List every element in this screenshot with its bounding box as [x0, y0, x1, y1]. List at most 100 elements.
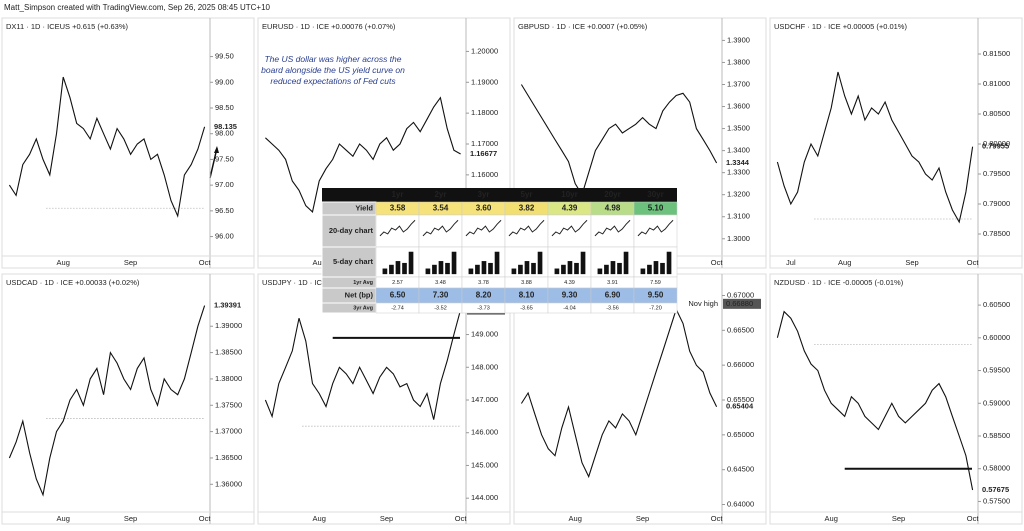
- y-tick-label: 0.65000: [727, 430, 754, 439]
- cell: 4.98: [605, 204, 621, 213]
- y-tick-label: 0.58000: [983, 464, 1010, 473]
- row-label: Yield: [355, 203, 373, 212]
- x-tick-label: Oct: [199, 514, 212, 523]
- y-tick-label: 1.3300: [727, 168, 750, 177]
- panel-title: GBPUSD · 1D · ICE +0.0007 (+0.05%): [518, 22, 648, 31]
- table-header-bg: [322, 188, 677, 202]
- price-label-box: [723, 298, 761, 309]
- x-tick-label: Sep: [380, 514, 393, 523]
- cell: 9.50: [648, 291, 664, 300]
- x-tick-label: Jul: [786, 258, 796, 267]
- y-tick-label: 1.3700: [727, 79, 750, 88]
- price-line: [264, 309, 462, 420]
- y-tick-label: 0.81000: [983, 79, 1010, 88]
- y-tick-label: 144.000: [471, 493, 498, 502]
- price-label: 1.16677: [470, 149, 497, 158]
- cell: 7.59: [650, 280, 661, 286]
- y-tick-label: 0.80000: [983, 139, 1010, 148]
- cell: 7.30: [433, 291, 449, 300]
- y-tick-label: 97.00: [215, 180, 234, 189]
- y-tick-label: 96.00: [215, 232, 234, 241]
- x-tick-label: Sep: [124, 514, 137, 523]
- cell: -3.56: [606, 305, 619, 311]
- price-label: 98.135: [214, 122, 237, 131]
- y-tick-label: 1.16000: [471, 170, 498, 179]
- y-tick-label: 0.79000: [983, 199, 1010, 208]
- panel-title: USDJPY · 1D · ICE: [262, 278, 327, 287]
- x-tick-label: Oct: [711, 514, 724, 523]
- cell: 3.54: [433, 204, 449, 213]
- y-tick-label: 1.36000: [215, 479, 242, 488]
- x-tick-label: Sep: [892, 514, 905, 523]
- cell-bg: [504, 214, 549, 248]
- cell-bg: [418, 214, 463, 248]
- panel-title: NZDUSD · 1D · ICE -0.00005 (-0.01%): [774, 278, 904, 287]
- row-label: 20-day chart: [329, 226, 374, 235]
- price-label: 0.57675: [982, 485, 1009, 494]
- panel-border: [1, 17, 255, 269]
- y-tick-label: 0.80500: [983, 109, 1010, 118]
- header-text: Matt_Simpson created with TradingView.co…: [4, 3, 271, 12]
- y-tick-label: 97.50: [215, 154, 234, 163]
- panel-border: [769, 273, 1023, 525]
- x-tick-label: Aug: [838, 258, 851, 267]
- row-label: Net (bp): [345, 290, 374, 299]
- y-tick-label: 1.18000: [471, 108, 498, 117]
- x-tick-label: Oct: [455, 514, 468, 523]
- panel-title: USDCAD · 1D · ICE +0.00033 (+0.02%): [6, 278, 140, 287]
- y-tick-label: 0.67000: [727, 290, 754, 299]
- row-label: 1yr Avg: [353, 280, 373, 286]
- cell: 3.60: [476, 204, 492, 213]
- cell: -7.20: [649, 305, 662, 311]
- row-label: 5-day chart: [333, 257, 374, 266]
- price-line: [8, 76, 206, 218]
- y-tick-label: 0.59500: [983, 366, 1010, 375]
- price-label: 0.79955: [982, 142, 1009, 151]
- y-tick-label: 0.57500: [983, 496, 1010, 505]
- x-tick-label: Aug: [569, 514, 582, 523]
- price-line: [520, 307, 718, 479]
- y-tick-label: 1.3200: [727, 190, 750, 199]
- y-tick-label: 99.50: [215, 52, 234, 61]
- column-header: 3yr: [477, 190, 489, 199]
- y-tick-label: 1.3500: [727, 124, 750, 133]
- y-tick-label: 0.58500: [983, 431, 1010, 440]
- cell: -3.73: [477, 305, 490, 311]
- x-tick-label: Aug: [57, 258, 70, 267]
- cell: -3.65: [520, 305, 533, 311]
- y-tick-label: 1.3400: [727, 146, 750, 155]
- y-tick-label: 0.66000: [727, 360, 754, 369]
- cell: 3.82: [519, 204, 535, 213]
- y-tick-label: 1.20000: [471, 46, 498, 55]
- price-label: 0.66880: [726, 299, 753, 308]
- price-line: [8, 305, 206, 497]
- row-label: 3yr Avg: [353, 305, 373, 311]
- y-tick-label: 149.000: [471, 330, 498, 339]
- y-tick-label: 1.39000: [215, 321, 242, 330]
- panel-title: DX11 · 1D · ICEUS +0.615 (+0.63%): [6, 22, 129, 31]
- cell: 5.10: [648, 204, 664, 213]
- y-tick-label: 98.00: [215, 129, 234, 138]
- y-tick-label: 0.59000: [983, 398, 1010, 407]
- cell-bg: [633, 302, 678, 314]
- y-tick-label: 1.3100: [727, 212, 750, 221]
- y-tick-label: 96.50: [215, 206, 234, 215]
- y-tick-label: 0.60000: [983, 333, 1010, 342]
- x-tick-label: Aug: [825, 514, 838, 523]
- annotation: The US dollar was higher across the boar…: [261, 54, 405, 86]
- x-tick-label: Sep: [124, 258, 137, 267]
- y-tick-label: 0.66500: [727, 325, 754, 334]
- y-tick-label: 1.37500: [215, 400, 242, 409]
- panel-title: USDCHF · 1D · ICE +0.00005 (+0.01%): [774, 22, 907, 31]
- price-line: [265, 96, 461, 213]
- y-tick-label: 0.60500: [983, 300, 1010, 309]
- y-tick-label: 1.3800: [727, 57, 750, 66]
- x-tick-label: Sep: [905, 258, 918, 267]
- y-tick-label: 148.000: [471, 362, 498, 371]
- cell-bg: [375, 214, 420, 248]
- column-header: 30yr: [647, 190, 663, 199]
- cell-bg: [547, 214, 592, 248]
- cell: 3.91: [607, 280, 618, 286]
- cell: 6.90: [605, 291, 621, 300]
